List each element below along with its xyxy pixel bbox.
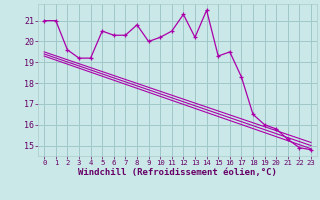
X-axis label: Windchill (Refroidissement éolien,°C): Windchill (Refroidissement éolien,°C): [78, 168, 277, 177]
